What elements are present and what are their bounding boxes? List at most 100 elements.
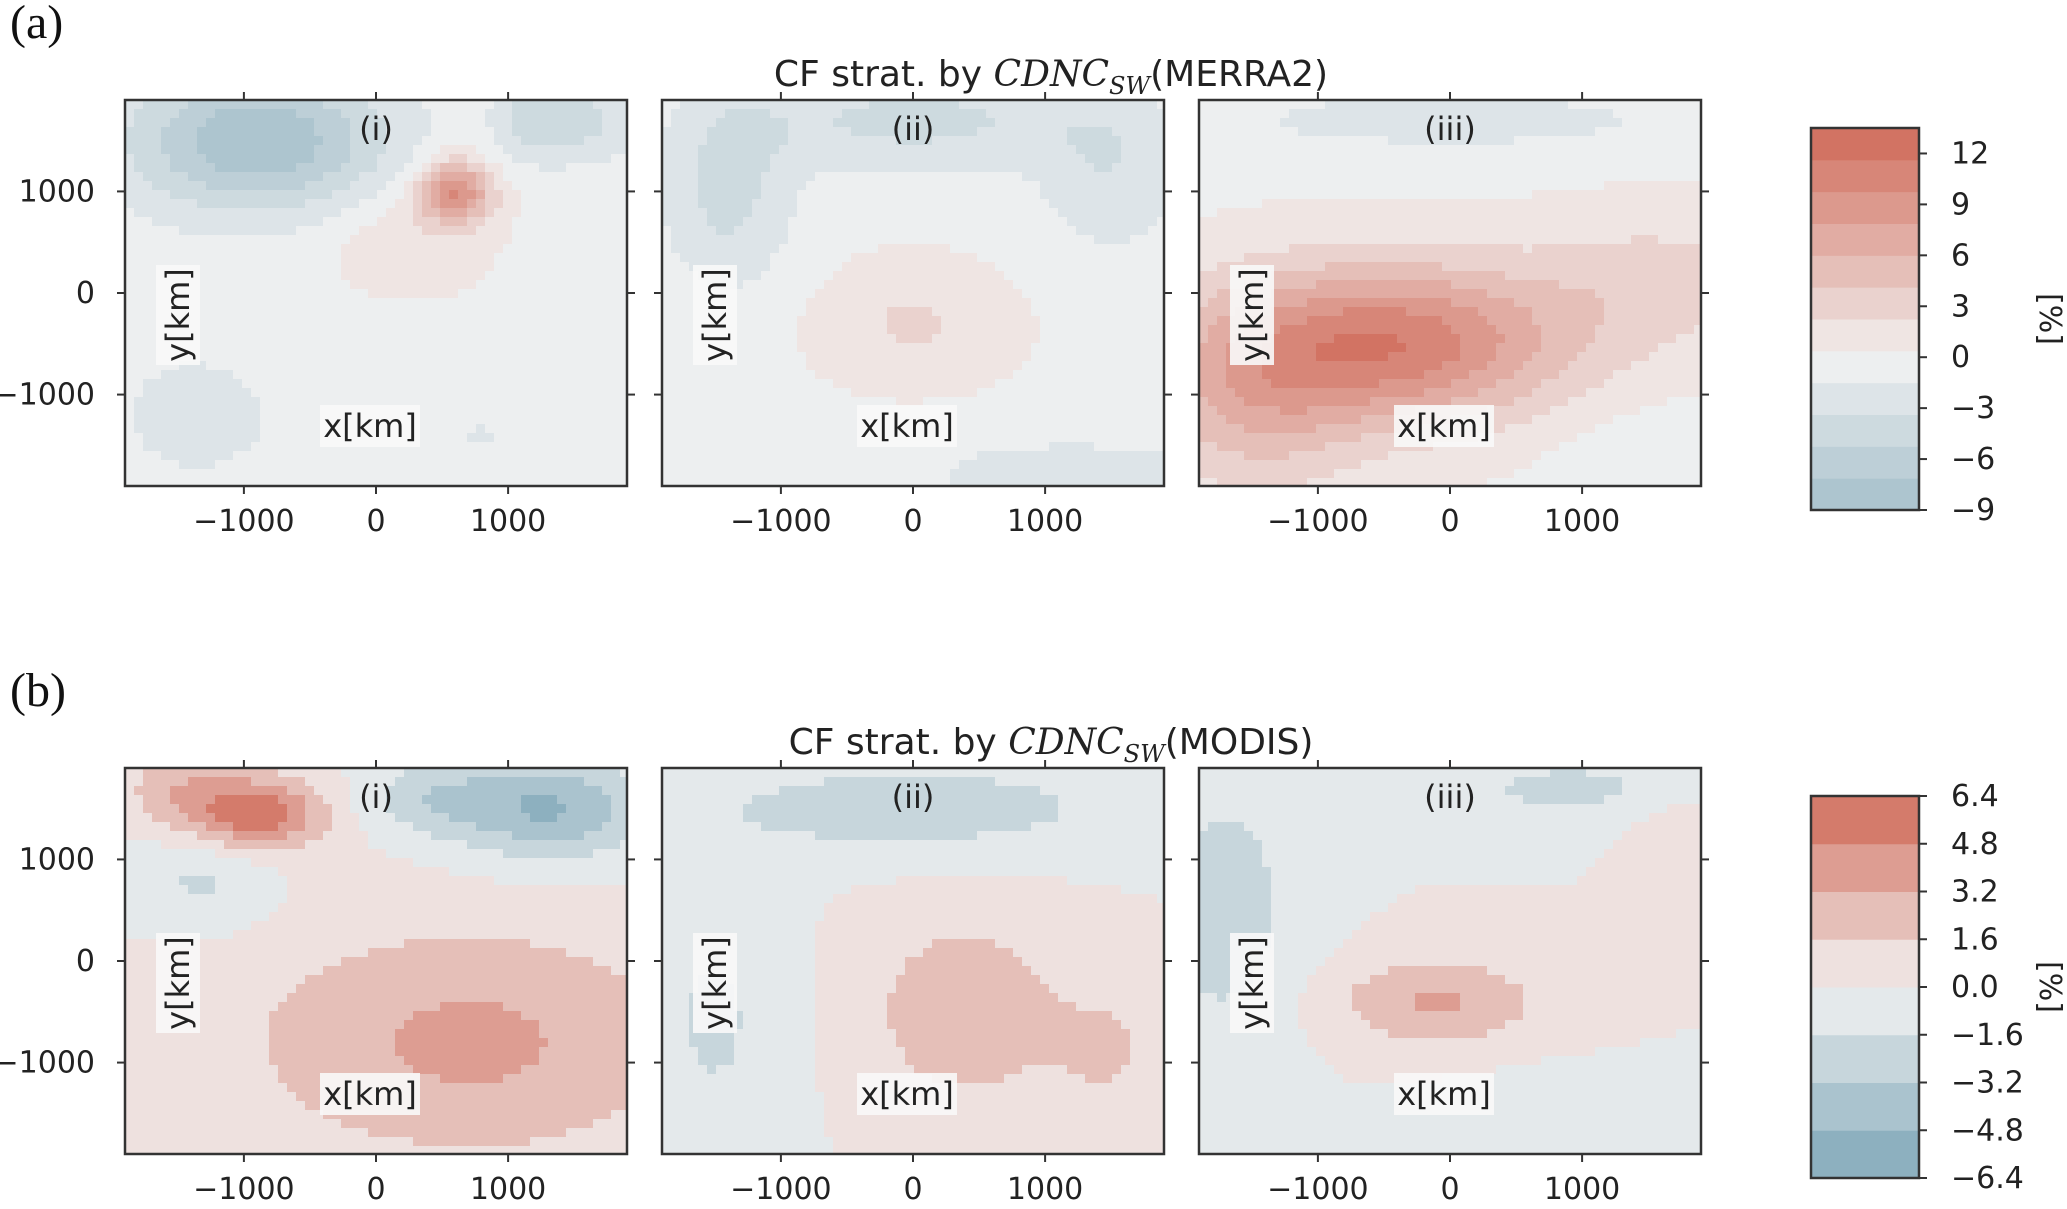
contour-cell [395,271,405,281]
contour-cell [869,298,879,308]
contour-cell [824,370,834,380]
contour-cell [620,190,627,200]
contour-cell [671,118,681,128]
contour-cell [323,388,333,398]
contour-cell [1004,163,1014,173]
contour-cell [1031,397,1041,407]
contour-cell [1139,199,1149,209]
contour-cell [440,262,450,272]
contour-cell [779,226,789,236]
contour-cell [134,307,144,317]
contour-cell [233,217,243,227]
contour-cell [1094,127,1104,137]
contour-cell [1139,316,1149,326]
contour-cell [887,154,897,164]
contour-cell [1112,406,1122,416]
contour-cell [224,352,234,362]
contour-cell [914,460,924,470]
contour-cell [575,118,585,128]
contour-cell [806,235,816,245]
contour-cell [206,442,216,452]
contour-cell [1058,244,1068,254]
contour-cell [842,262,852,272]
contour-cell [815,469,825,479]
contour-cell [797,415,807,425]
contour-cell [905,163,915,173]
contour-cell [458,226,468,236]
contour-cell [449,136,459,146]
contour-cell [671,397,681,407]
contour-cell [332,190,342,200]
contour-cell [359,289,369,299]
contour-cell [539,235,549,245]
contour-cell [476,397,486,407]
contour-cell [1103,181,1113,191]
contour-cell [179,154,189,164]
contour-cell [620,145,627,155]
contour-cell [449,325,459,335]
contour-cell [995,307,1005,317]
contour-cell [1058,118,1068,128]
contour-cell [878,298,888,308]
contour-cell [296,217,306,227]
contour-cell [485,244,495,254]
contour-cell [404,226,414,236]
contour-cell [941,298,951,308]
contour-cell [386,316,396,326]
contour-cell [395,361,405,371]
contour-cell [986,235,996,245]
contour-cell [251,298,261,308]
contour-cell [404,199,414,209]
contour-cell [932,235,942,245]
contour-cell [494,271,504,281]
contour-cell [620,253,627,263]
contour-cell [278,262,288,272]
contour-cell [824,217,834,227]
contour-cell [869,460,879,470]
contour-cell [752,325,762,335]
contour-cell [377,352,387,362]
contour-cell [530,352,540,362]
contour-cell [1031,208,1041,218]
contour-cell [539,100,549,110]
contour-cell [761,433,771,443]
contour-cell [512,199,522,209]
contour-cell [314,271,324,281]
contour-cell [1103,361,1113,371]
contour-cell [1022,361,1032,371]
contour-cell [305,433,315,443]
contour-cell [134,424,144,434]
contour-cell [584,136,594,146]
contour-cell [386,199,396,209]
contour-cell [188,217,198,227]
contour-cell [602,388,612,398]
contour-cell [449,118,459,128]
contour-cell [959,415,969,425]
contour-cell [1121,163,1131,173]
contour-cell [986,208,996,218]
contour-cell [860,208,870,218]
contour-cell [620,406,627,416]
contour-cell [1103,127,1113,137]
contour-cell [1049,136,1059,146]
contour-cell [125,379,135,389]
contour-cell [467,442,477,452]
contour-cell [1121,154,1131,164]
contour-cell [734,136,744,146]
contour-cell [341,208,351,218]
contour-cell [761,181,771,191]
contour-cell [833,172,843,182]
contour-cell [215,388,225,398]
contour-cell [689,253,699,263]
contour-cell [467,109,477,119]
contour-cell [1049,379,1059,389]
contour-cell [743,334,753,344]
contour-cell [698,208,708,218]
contour-cell [512,334,522,344]
contour-cell [233,451,243,461]
contour-cell [620,370,627,380]
contour-cell [530,100,540,110]
contour-cell [206,127,216,137]
contour-cell [914,127,924,137]
contour-cell [977,100,987,110]
